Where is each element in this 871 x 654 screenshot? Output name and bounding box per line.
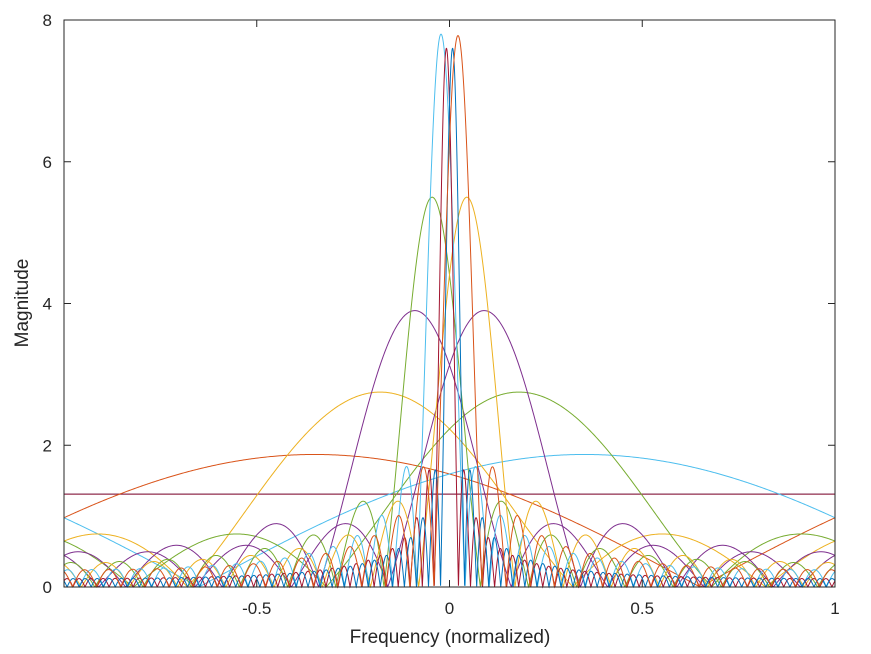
y-ticks: 0 2 4 6 8 (43, 11, 835, 597)
y-tick-label: 8 (43, 11, 52, 30)
y-tick-label: 0 (43, 578, 52, 597)
y-tick-label: 4 (43, 295, 52, 314)
x-tick-label: 0 (445, 599, 454, 618)
y-axis-title: Magnitude (12, 259, 33, 348)
x-axis-title: Frequency (normalized) (350, 627, 551, 648)
x-tick-label: 0.5 (630, 599, 654, 618)
series-line (63, 391, 836, 588)
y-tick-label: 6 (43, 153, 52, 172)
x-ticks: -0.5 0 0.5 1 (242, 20, 840, 618)
series-layer (63, 33, 836, 589)
series-line (63, 35, 836, 589)
x-tick-label: -0.5 (242, 599, 271, 618)
x-tick-label: 1 (830, 599, 839, 618)
y-tick-label: 2 (43, 436, 52, 455)
series-line (63, 47, 836, 589)
